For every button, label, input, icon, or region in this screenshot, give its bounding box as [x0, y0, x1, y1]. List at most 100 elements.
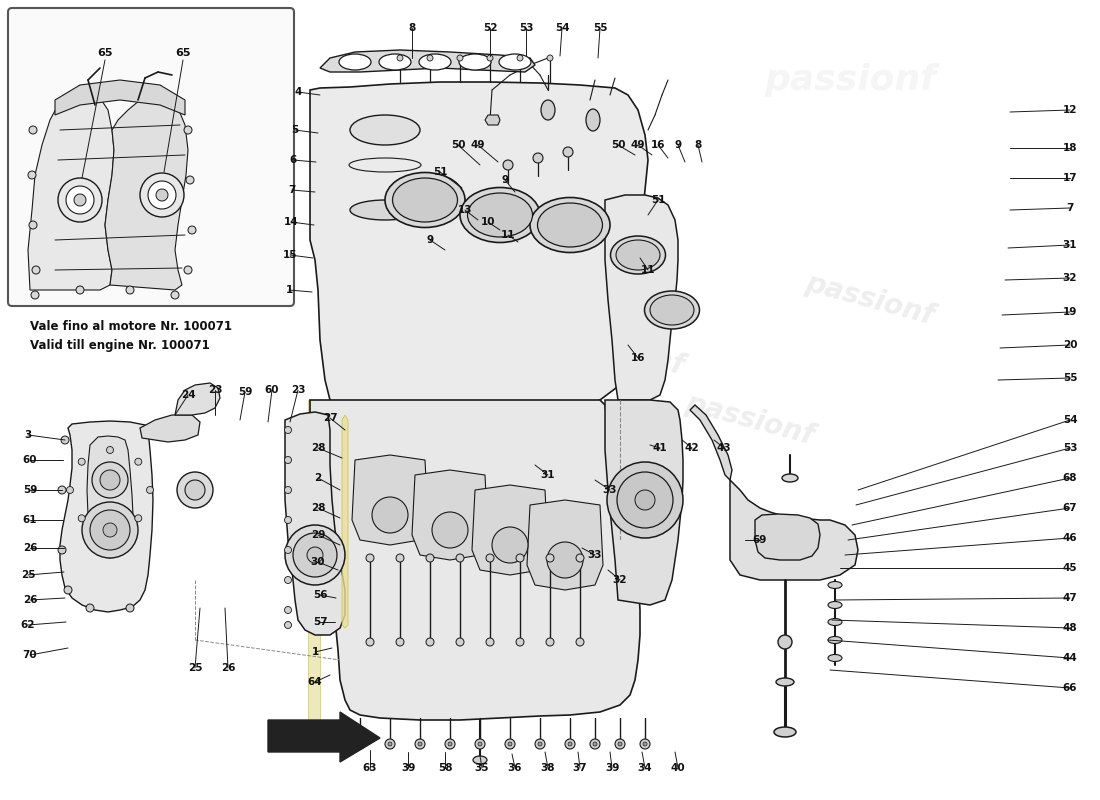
Circle shape: [82, 502, 138, 558]
Text: 43: 43: [717, 443, 732, 453]
Text: 33: 33: [603, 485, 617, 495]
Circle shape: [184, 266, 192, 274]
Polygon shape: [350, 130, 420, 218]
Polygon shape: [730, 480, 858, 580]
Text: 65: 65: [97, 48, 112, 58]
Text: 9: 9: [674, 140, 682, 150]
Circle shape: [547, 55, 553, 61]
Circle shape: [58, 178, 102, 222]
Circle shape: [58, 546, 66, 554]
Circle shape: [92, 462, 128, 498]
Text: 51: 51: [651, 195, 666, 205]
Circle shape: [418, 742, 422, 746]
Text: 18: 18: [1063, 143, 1077, 153]
Text: 56: 56: [312, 590, 328, 600]
Circle shape: [385, 739, 395, 749]
Circle shape: [546, 638, 554, 646]
Text: 31: 31: [1063, 240, 1077, 250]
Circle shape: [90, 510, 130, 550]
Circle shape: [396, 554, 404, 562]
Text: 54: 54: [554, 23, 570, 33]
Polygon shape: [527, 500, 603, 590]
Text: 9: 9: [502, 175, 508, 185]
Polygon shape: [412, 470, 488, 560]
Circle shape: [503, 160, 513, 170]
Text: 23: 23: [290, 385, 306, 395]
Text: 1: 1: [285, 285, 293, 295]
Polygon shape: [320, 50, 535, 72]
Polygon shape: [342, 415, 348, 628]
Circle shape: [492, 527, 528, 563]
Circle shape: [126, 604, 134, 612]
Polygon shape: [605, 400, 683, 605]
Text: 41: 41: [652, 443, 668, 453]
Text: 50: 50: [610, 140, 625, 150]
Ellipse shape: [828, 602, 842, 609]
Circle shape: [590, 739, 600, 749]
Ellipse shape: [379, 54, 411, 70]
Text: 20: 20: [1063, 340, 1077, 350]
Text: 11: 11: [500, 230, 515, 240]
Text: 39: 39: [605, 763, 619, 773]
Ellipse shape: [828, 618, 842, 626]
Circle shape: [640, 739, 650, 749]
Text: 5: 5: [292, 125, 298, 135]
Ellipse shape: [538, 203, 603, 247]
FancyBboxPatch shape: [8, 8, 294, 306]
Text: 49: 49: [471, 140, 485, 150]
Text: 8: 8: [694, 140, 702, 150]
Circle shape: [568, 742, 572, 746]
Text: 12: 12: [1063, 105, 1077, 115]
Polygon shape: [310, 400, 640, 720]
Circle shape: [516, 638, 524, 646]
Text: 13: 13: [458, 205, 472, 215]
Polygon shape: [285, 412, 345, 635]
Circle shape: [534, 153, 543, 163]
Circle shape: [285, 622, 292, 629]
Text: 25: 25: [21, 570, 35, 580]
Circle shape: [563, 147, 573, 157]
Text: 25: 25: [188, 663, 202, 673]
Polygon shape: [55, 80, 185, 115]
Text: 2: 2: [315, 473, 321, 483]
Text: 54: 54: [1063, 415, 1077, 425]
Text: 42: 42: [684, 443, 700, 453]
Text: 14: 14: [284, 217, 298, 227]
Circle shape: [285, 486, 292, 494]
Text: 39: 39: [400, 763, 415, 773]
Polygon shape: [60, 421, 153, 612]
Circle shape: [66, 486, 74, 494]
Circle shape: [28, 171, 36, 179]
Text: 26: 26: [221, 663, 235, 673]
Text: 34: 34: [638, 763, 652, 773]
Circle shape: [293, 533, 337, 577]
Text: 55: 55: [593, 23, 607, 33]
Circle shape: [516, 554, 524, 562]
Text: 60: 60: [265, 385, 279, 395]
Text: 29: 29: [311, 530, 326, 540]
Circle shape: [188, 226, 196, 234]
Text: 3: 3: [24, 430, 32, 440]
Ellipse shape: [774, 727, 796, 737]
Text: 52: 52: [483, 23, 497, 33]
Polygon shape: [605, 195, 678, 400]
Circle shape: [456, 55, 463, 61]
Circle shape: [576, 554, 584, 562]
Text: 47: 47: [1063, 593, 1077, 603]
Text: 36: 36: [508, 763, 522, 773]
Text: 6: 6: [289, 155, 297, 165]
Circle shape: [388, 742, 392, 746]
Polygon shape: [755, 514, 820, 560]
Text: 50: 50: [451, 140, 465, 150]
Circle shape: [426, 638, 434, 646]
Polygon shape: [308, 400, 320, 720]
Text: 4: 4: [295, 87, 301, 97]
Text: 16: 16: [651, 140, 666, 150]
Circle shape: [397, 55, 403, 61]
Text: 49: 49: [630, 140, 646, 150]
Circle shape: [547, 542, 583, 578]
Text: 27: 27: [322, 413, 338, 423]
Circle shape: [31, 291, 38, 299]
Text: Vale fino al motore Nr. 100071
Valid till engine Nr. 100071: Vale fino al motore Nr. 100071 Valid til…: [30, 320, 232, 352]
Text: 16: 16: [630, 353, 646, 363]
